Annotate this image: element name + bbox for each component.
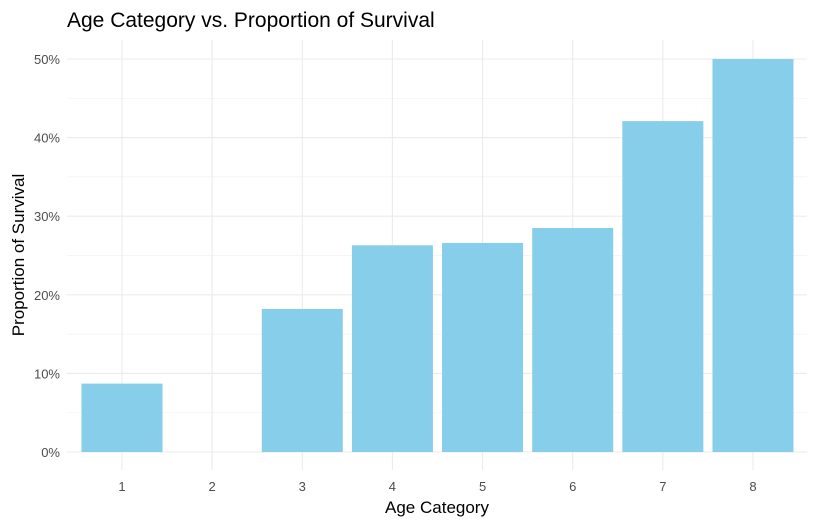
y-axis-title: Proportion of Survival	[9, 174, 28, 337]
bar-7	[622, 121, 704, 453]
x-tick-label: 5	[479, 479, 486, 494]
y-tick-label: 30%	[34, 209, 60, 224]
bars	[81, 59, 794, 453]
y-tick-label: 10%	[34, 366, 60, 381]
bar-1	[81, 383, 163, 452]
x-axis-ticks: 1 2 3 4 5 6 7 8	[118, 479, 756, 494]
x-tick-label: 8	[749, 479, 756, 494]
x-tick-label: 2	[209, 479, 216, 494]
y-tick-label: 50%	[34, 52, 60, 67]
x-tick-label: 7	[659, 479, 666, 494]
bar-6	[532, 227, 614, 452]
x-tick-label: 4	[389, 479, 396, 494]
bar-3	[261, 308, 343, 452]
x-tick-label: 1	[118, 479, 125, 494]
y-axis-ticks: 0% 10% 20% 30% 40% 50%	[34, 52, 60, 460]
y-tick-label: 0%	[41, 445, 60, 460]
y-tick-label: 40%	[34, 131, 60, 146]
y-tick-label: 20%	[34, 288, 60, 303]
bar-8	[712, 59, 794, 452]
bar-5	[442, 242, 524, 452]
x-tick-label: 6	[569, 479, 576, 494]
x-tick-label: 3	[299, 479, 306, 494]
bar-4	[351, 245, 433, 452]
chart-title: Age Category vs. Proportion of Survival	[67, 9, 435, 32]
x-axis-title: Age Category	[385, 498, 489, 517]
